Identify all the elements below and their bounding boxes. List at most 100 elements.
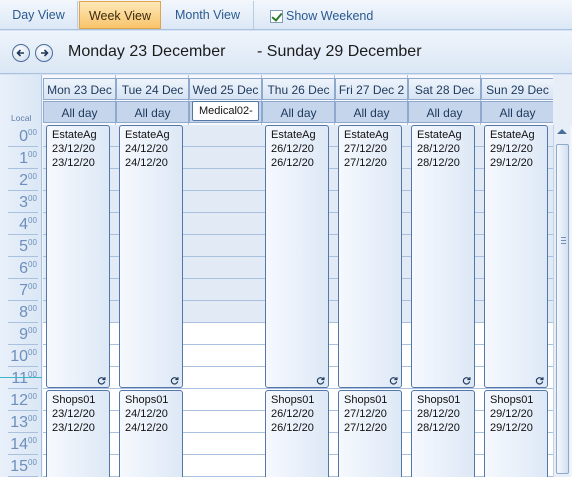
view-toolbar: Day View Week View Month View Show Weeke… xyxy=(0,0,572,30)
time-slot[interactable] xyxy=(189,389,262,411)
hour-minutes: 00 xyxy=(28,194,37,203)
recurrence-icon xyxy=(170,377,179,385)
time-slot[interactable] xyxy=(189,433,262,455)
all-day-cell[interactable]: All day xyxy=(43,101,116,123)
hour-label: 12 00 xyxy=(0,389,42,411)
next-week-button[interactable] xyxy=(35,44,53,62)
time-slot[interactable] xyxy=(189,301,262,323)
time-slot[interactable] xyxy=(189,257,262,279)
time-slot[interactable] xyxy=(189,411,262,433)
day-header[interactable]: Wed 25 Dec xyxy=(189,78,262,100)
previous-week-button[interactable] xyxy=(12,44,30,62)
current-time-indicator xyxy=(0,377,42,378)
time-slot[interactable] xyxy=(189,213,262,235)
time-slot[interactable] xyxy=(189,279,262,301)
all-day-cell[interactable]: All day xyxy=(262,101,335,123)
day-header[interactable]: Sat 28 Dec xyxy=(408,78,481,100)
time-slot[interactable] xyxy=(189,169,262,191)
show-weekend-toggle[interactable]: Show Weekend xyxy=(270,8,373,24)
time-slot[interactable] xyxy=(189,323,262,345)
day-view-tab[interactable]: Day View xyxy=(0,1,78,29)
show-weekend-checkbox[interactable] xyxy=(270,9,283,23)
hour-minutes: 00 xyxy=(28,304,37,313)
appointment-start: 26/12/20 xyxy=(271,408,314,420)
day-column[interactable]: Sat 28 Dec All day EstateAg 28/12/20 28/12/2… xyxy=(408,75,481,477)
appointment-start: 23/12/20 xyxy=(52,408,95,420)
all-day-cell[interactable]: All day xyxy=(116,101,189,123)
arrow-right-icon xyxy=(41,49,49,57)
hour-minutes: 00 xyxy=(28,260,37,269)
day-column[interactable]: Sun 29 Dec All day EstateAg 29/12/20 29/12/2… xyxy=(481,75,554,477)
hour-number: 11 xyxy=(11,370,28,387)
hour-number: 4 xyxy=(19,216,28,233)
appointment-start: 27/12/20 xyxy=(344,143,387,155)
hour-number: 0 xyxy=(19,128,28,145)
time-slot[interactable] xyxy=(189,147,262,169)
hour-number: 7 xyxy=(19,282,28,299)
hour-minutes: 00 xyxy=(28,392,37,401)
appointment-estate[interactable]: EstateAg 28/12/20 28/12/20 xyxy=(411,125,475,388)
time-slot[interactable] xyxy=(189,125,262,147)
vertical-scrollbar[interactable] xyxy=(553,125,570,477)
hour-label: 6 00 xyxy=(0,257,42,279)
day-column[interactable]: Fri 27 Dec 2 All day EstateAg 27/12/20 27/12… xyxy=(335,75,408,477)
scrollbar-thumb[interactable] xyxy=(556,144,569,474)
recurrence-icon xyxy=(389,377,398,385)
hour-number: 15 xyxy=(10,458,28,475)
day-column[interactable]: Thu 26 Dec All day EstateAg 26/12/20 26/12/2… xyxy=(262,75,335,477)
month-view-tab[interactable]: Month View xyxy=(162,1,254,29)
appointment-title: Shops01 xyxy=(271,394,315,406)
appointment-title: EstateAg xyxy=(125,129,170,141)
arrow-left-icon xyxy=(16,49,24,57)
time-slot[interactable] xyxy=(189,367,262,389)
hour-label: 7 00 xyxy=(0,279,42,301)
time-slot[interactable] xyxy=(189,191,262,213)
appointment-estate[interactable]: EstateAg 27/12/20 27/12/20 xyxy=(338,125,402,388)
hour-label: 4 00 xyxy=(0,213,42,235)
day-header[interactable]: Tue 24 Dec xyxy=(116,78,189,100)
hour-label: 11 00 xyxy=(0,367,42,389)
time-slot[interactable] xyxy=(189,455,262,477)
hour-minutes: 00 xyxy=(28,150,37,159)
hour-label: 9 00 xyxy=(0,323,42,345)
day-header[interactable]: Thu 26 Dec xyxy=(262,78,335,100)
appointment-shops[interactable]: Shops01 27/12/20 27/12/20 xyxy=(338,390,402,477)
day-header[interactable]: Sun 29 Dec xyxy=(481,78,554,100)
day-column[interactable]: Mon 23 Dec All day EstateAg 23/12/20 23/12/2… xyxy=(43,75,116,477)
all-day-cell[interactable]: All day xyxy=(481,101,554,123)
all-day-appointment[interactable]: Medical02- xyxy=(192,101,259,121)
appointment-shops[interactable]: Shops01 26/12/20 26/12/20 xyxy=(265,390,329,477)
appointment-shops[interactable]: Shops01 24/12/20 24/12/20 xyxy=(119,390,183,477)
day-column[interactable]: Tue 24 Dec All day EstateAg 24/12/20 24/12/2… xyxy=(116,75,189,477)
day-header[interactable]: Fri 27 Dec 2 xyxy=(335,78,408,100)
timezone-label: Local xyxy=(11,113,32,123)
appointment-start: 28/12/20 xyxy=(417,408,460,420)
all-day-cell[interactable]: All day xyxy=(408,101,481,123)
appointment-title: EstateAg xyxy=(490,129,535,141)
appointment-estate[interactable]: EstateAg 29/12/20 29/12/20 xyxy=(484,125,548,388)
show-weekend-label: Show Weekend xyxy=(286,9,374,23)
appointment-end: 28/12/20 xyxy=(417,422,460,434)
appointment-estate[interactable]: EstateAg 26/12/20 26/12/20 xyxy=(265,125,329,388)
appointment-estate[interactable]: EstateAg 24/12/20 24/12/20 xyxy=(119,125,183,388)
time-slot[interactable] xyxy=(189,235,262,257)
appointment-estate[interactable]: EstateAg 23/12/20 23/12/20 xyxy=(46,125,110,388)
time-slot[interactable] xyxy=(189,345,262,367)
thumb-grip xyxy=(561,240,566,241)
day-header[interactable]: Mon 23 Dec xyxy=(43,78,116,100)
hour-number: 3 xyxy=(19,194,28,211)
day-column[interactable]: Wed 25 Dec Medical02- xyxy=(189,75,262,477)
appointment-shops[interactable]: Shops01 29/12/20 29/12/20 xyxy=(484,390,548,477)
hour-number: 13 xyxy=(10,414,28,431)
appointment-end: 29/12/20 xyxy=(490,422,533,434)
appointment-end: 29/12/20 xyxy=(490,157,533,169)
all-day-cell[interactable]: All day xyxy=(335,101,408,123)
appointment-shops[interactable]: Shops01 23/12/20 23/12/20 xyxy=(46,390,110,477)
hour-number: 5 xyxy=(19,238,28,255)
scroll-up-arrow-icon[interactable] xyxy=(557,129,567,134)
hour-minutes: 00 xyxy=(28,414,37,423)
appointment-start: 28/12/20 xyxy=(417,143,460,155)
appointment-shops[interactable]: Shops01 28/12/20 28/12/20 xyxy=(411,390,475,477)
appointment-end: 24/12/20 xyxy=(125,157,168,169)
week-view-tab[interactable]: Week View xyxy=(79,1,161,29)
